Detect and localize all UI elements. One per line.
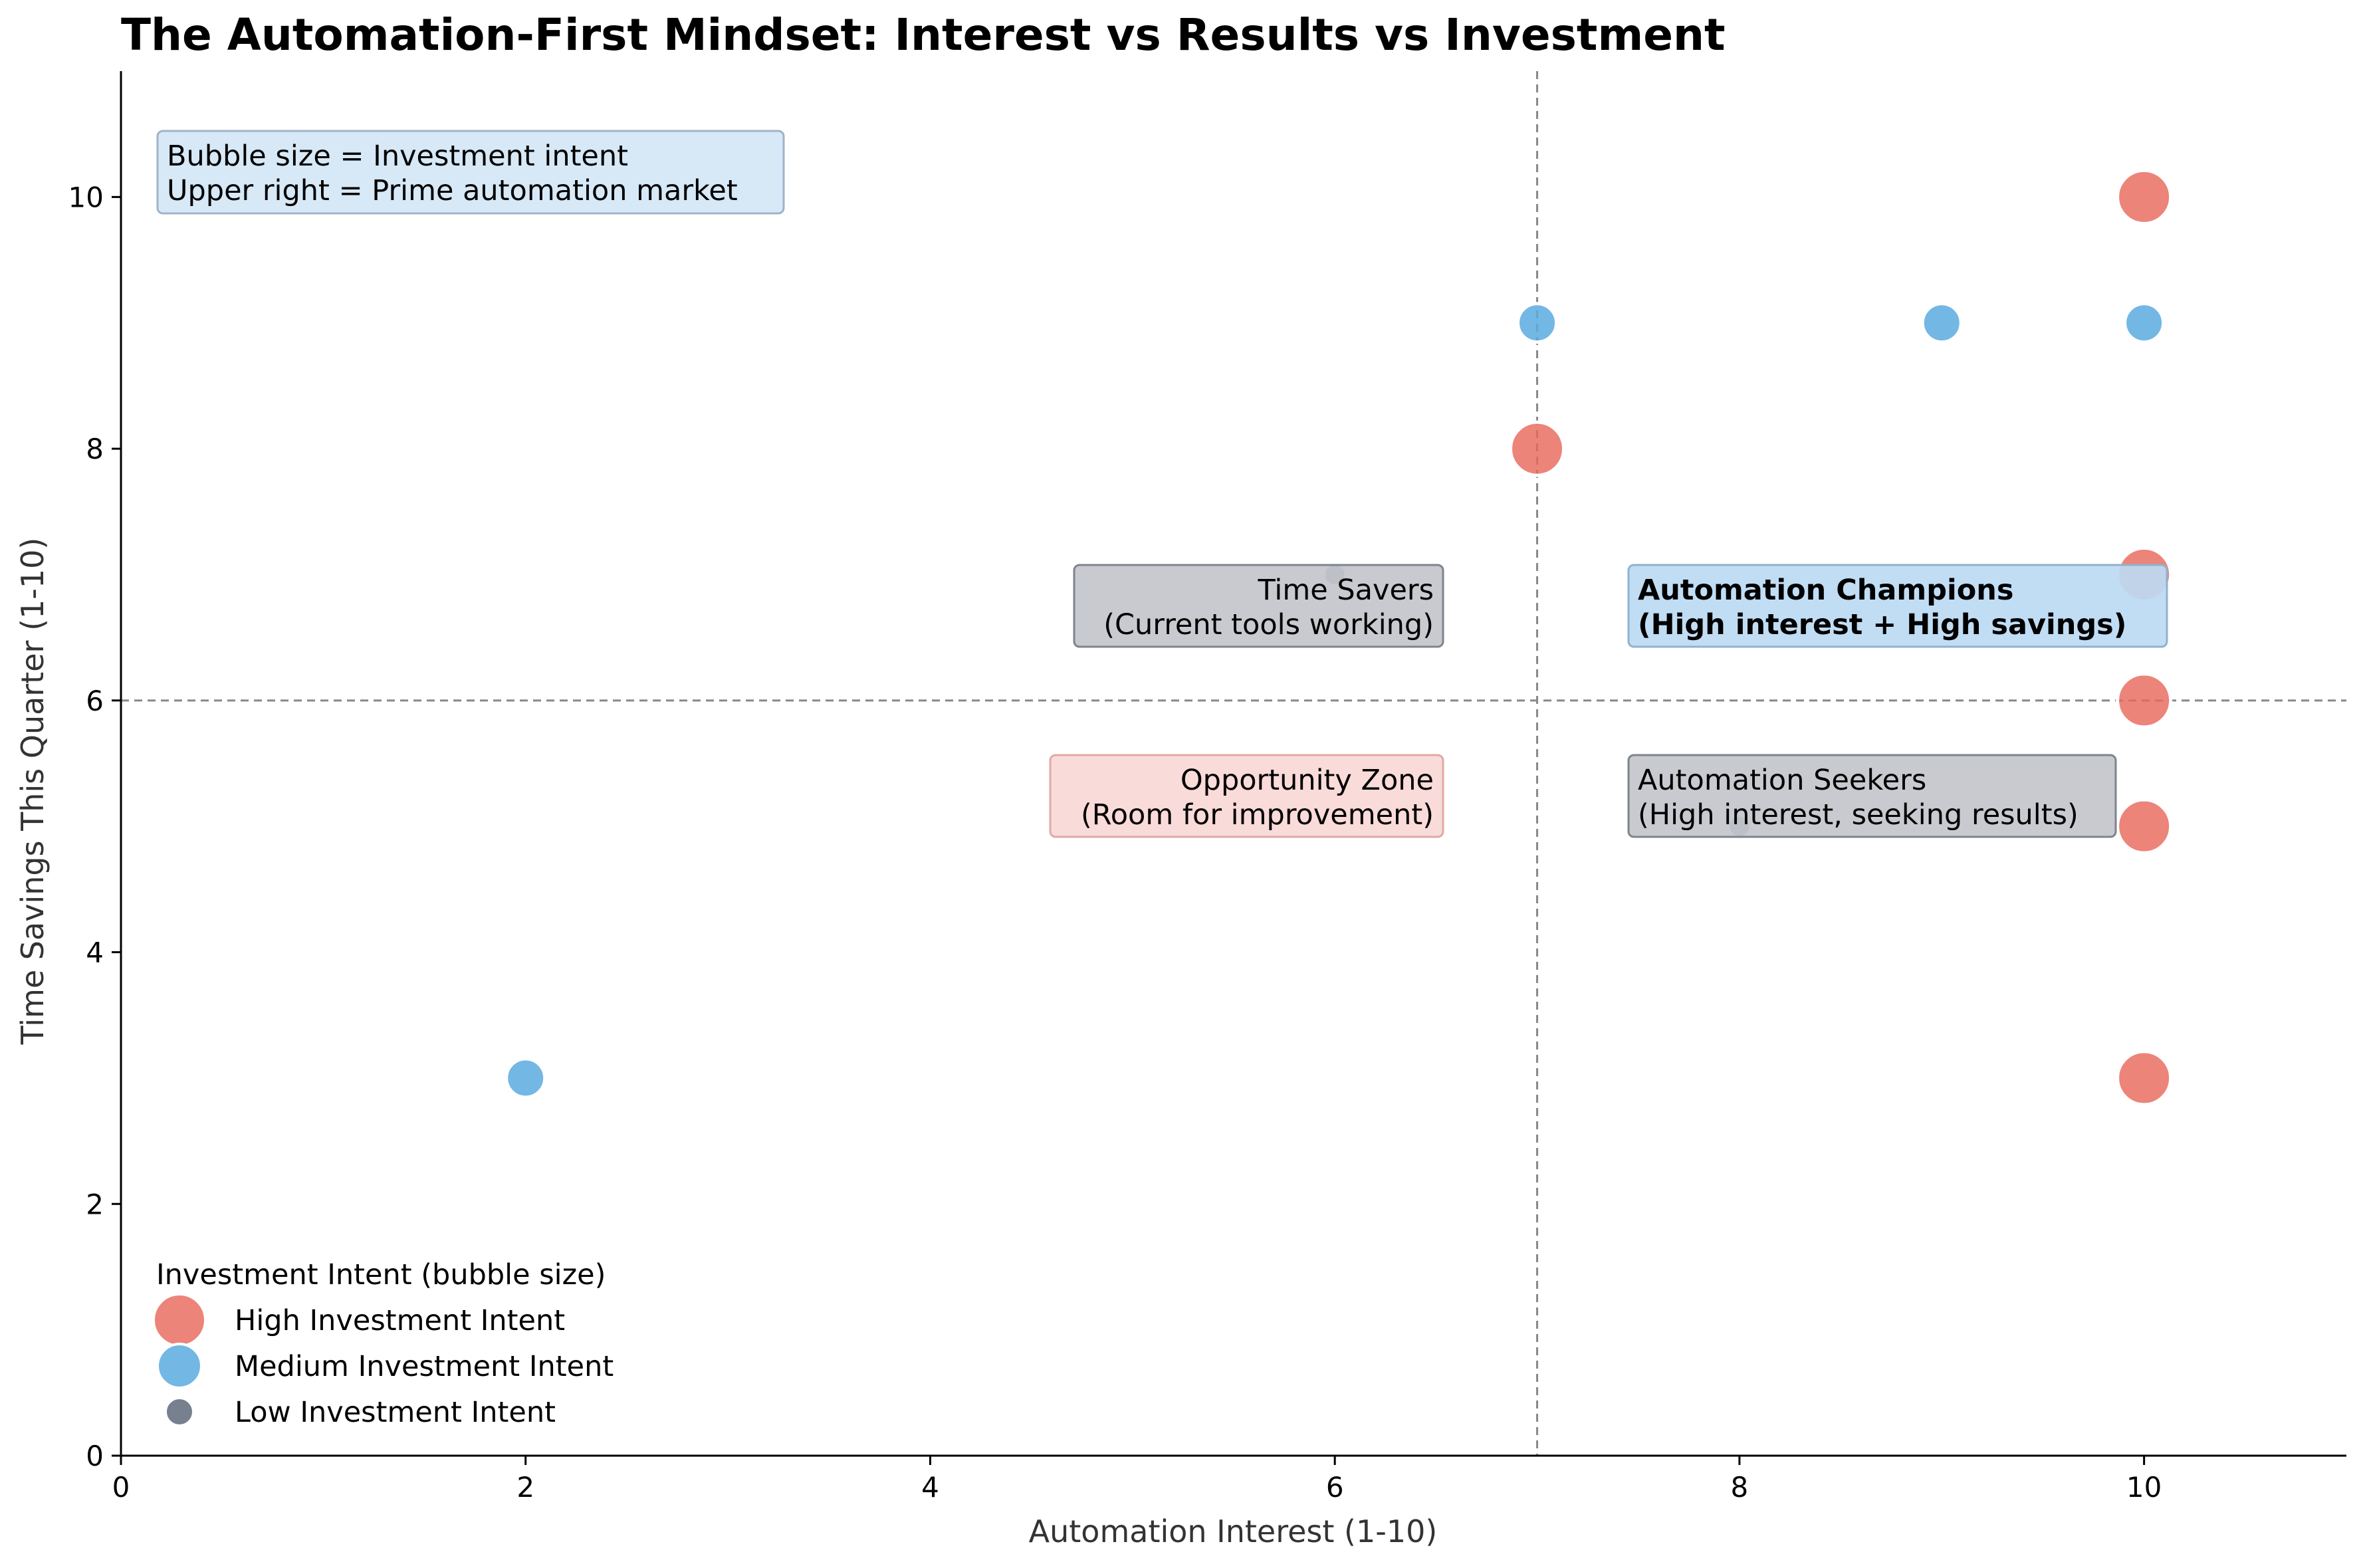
bubble-point xyxy=(1516,302,1559,344)
champions-annotation-text: Automation Champions xyxy=(1638,574,2014,607)
time-savers-annotation: Time Savers(Current tools working) xyxy=(1073,564,1444,648)
seekers-annotation-text: Automation Seekers xyxy=(1638,764,1926,797)
x-tick-label: 2 xyxy=(516,1471,534,1504)
legend-marker xyxy=(152,1293,207,1347)
bubble-point xyxy=(2116,672,2173,729)
info-annotation-text: Upper right = Prime automation market xyxy=(167,174,738,207)
y-tick-label: 10 xyxy=(68,181,104,213)
legend-marker xyxy=(156,1343,203,1389)
x-tick-label: 8 xyxy=(1731,1471,1749,1504)
bubble-point xyxy=(1920,302,1963,344)
opportunity-zone-annotation-text: Opportunity Zone xyxy=(1181,764,1434,797)
seekers-annotation: Automation Seekers(High interest, seekin… xyxy=(1627,754,2117,838)
y-tick-label: 0 xyxy=(86,1440,104,1472)
opportunity-zone-annotation: Opportunity Zone(Room for improvement) xyxy=(1049,754,1444,838)
opportunity-zone-annotation-text: (Room for improvement) xyxy=(1081,798,1434,832)
bubble-point xyxy=(1509,420,1566,477)
champions-annotation-box xyxy=(1627,564,2168,648)
legend-title: Investment Intent (bubble size) xyxy=(156,1258,606,1291)
chart-title: The Automation-First Mindset: Interest v… xyxy=(121,9,1726,60)
bubble-point xyxy=(2123,302,2166,344)
x-tick-label: 10 xyxy=(2126,1471,2162,1504)
y-axis-label: Time Savings This Quarter (1-10) xyxy=(15,538,51,1046)
opportunity-zone-annotation-box xyxy=(1049,754,1444,838)
legend-label: Low Investment Intent xyxy=(235,1396,556,1429)
legend-label: Medium Investment Intent xyxy=(235,1350,614,1383)
info-annotation-box xyxy=(156,130,785,215)
x-tick-label: 6 xyxy=(1326,1471,1344,1504)
axes xyxy=(120,71,2346,1457)
x-tick-label: 4 xyxy=(921,1471,939,1504)
time-savers-annotation-text: Time Savers xyxy=(1257,574,1434,607)
bubble-point xyxy=(2116,798,2173,855)
seekers-annotation-box xyxy=(1627,754,2117,838)
reference-lines xyxy=(121,71,2346,1456)
bubble-point xyxy=(2116,168,2173,225)
y-tick-label: 6 xyxy=(86,685,104,717)
legend: Investment Intent (bubble size) High Inve… xyxy=(152,1258,614,1429)
legend-marker xyxy=(164,1397,195,1427)
time-savers-annotation-box xyxy=(1073,564,1444,648)
bubble-point xyxy=(2116,1050,2173,1107)
y-tick-label: 4 xyxy=(86,937,104,969)
y-tick-label: 8 xyxy=(86,433,104,465)
info-annotation-text: Bubble size = Investment intent xyxy=(167,140,628,173)
champions-annotation-text: (High interest + High savings) xyxy=(1638,608,2126,641)
time-savers-annotation-text: (Current tools working) xyxy=(1103,608,1434,641)
tick-marks: 0 2 4 6 8 10 0 2 4 6 8 10 xyxy=(68,181,2162,1504)
champions-annotation: Automation Champions(High interest + Hig… xyxy=(1627,564,2168,648)
seekers-annotation-text: (High interest, seeking results) xyxy=(1638,798,2079,832)
bubble-point xyxy=(505,1057,547,1099)
x-axis-label: Automation Interest (1-10) xyxy=(1029,1513,1438,1549)
y-tick-label: 2 xyxy=(86,1188,104,1220)
legend-label: High Investment Intent xyxy=(235,1304,565,1337)
x-tick-label: 0 xyxy=(112,1471,130,1504)
